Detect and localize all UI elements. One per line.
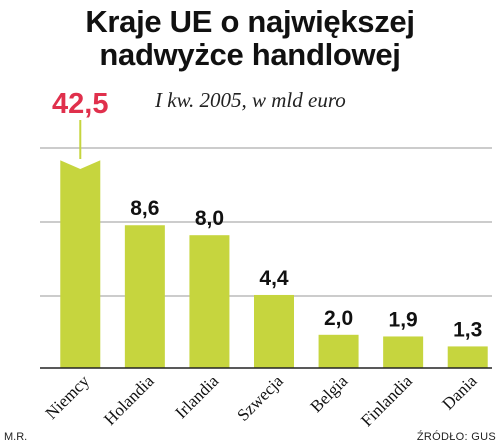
value-label-dania: 1,3: [453, 318, 482, 341]
bar-dania: [447, 346, 488, 368]
category-label-finlandia: Finlandia: [357, 371, 416, 430]
category-label-irlandia: Irlandia: [171, 371, 222, 422]
author-credit: M.R.: [4, 431, 28, 443]
category-label-niemcy: Niemcy: [42, 371, 94, 423]
bar-irlandia: [189, 235, 230, 368]
value-label-belgia: 2,0: [324, 307, 353, 330]
value-label-niemcy: 42,5: [52, 88, 108, 120]
chart-subtitle: I kw. 2005, w mld euro: [155, 88, 346, 112]
bar-szwecja: [254, 294, 294, 368]
value-label-szwecja: 4,4: [259, 267, 289, 290]
chart-title-line-1: Kraje UE o największej: [85, 4, 415, 39]
value-label-finlandia: 1,9: [389, 308, 418, 331]
source-credit: ŹRÓDŁO: GUS: [416, 431, 496, 443]
value-label-holandia: 8,6: [130, 197, 159, 220]
bar-belgia: [318, 334, 359, 368]
category-label-belgia: Belgia: [307, 371, 352, 416]
bar-niemcy: [60, 160, 101, 368]
chart-title-line-2: nadwyżce handlowej: [99, 37, 401, 72]
bar-holandia: [124, 225, 165, 368]
bar-finlandia: [383, 336, 424, 368]
category-label-holandia: Holandia: [100, 371, 158, 429]
value-label-irlandia: 8,0: [195, 207, 224, 230]
axis-break-chevron: [57, 159, 104, 169]
category-label-szwecja: Szwecja: [233, 371, 287, 425]
category-label-dania: Dania: [438, 371, 480, 413]
